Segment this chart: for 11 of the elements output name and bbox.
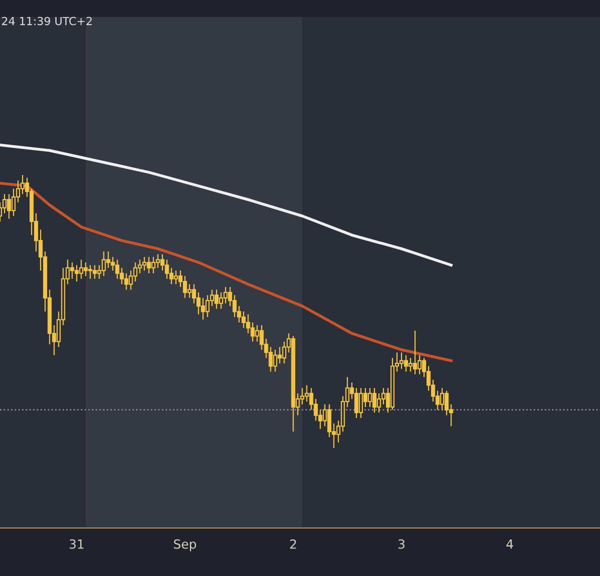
candlestick — [404, 354, 408, 372]
candlestick — [192, 284, 196, 304]
x-tick-label: 31 — [70, 539, 84, 549]
x-tick-label: 4 — [506, 539, 514, 549]
x-tick-label: 3 — [398, 539, 404, 549]
candlestick — [399, 352, 404, 370]
text: 24 11:39 UTC+2 — [2, 16, 92, 26]
x-tick-label: 2 — [290, 539, 296, 549]
x-tick-label: Sep — [174, 539, 196, 552]
candlestick — [196, 292, 201, 315]
candlestick — [200, 297, 206, 320]
